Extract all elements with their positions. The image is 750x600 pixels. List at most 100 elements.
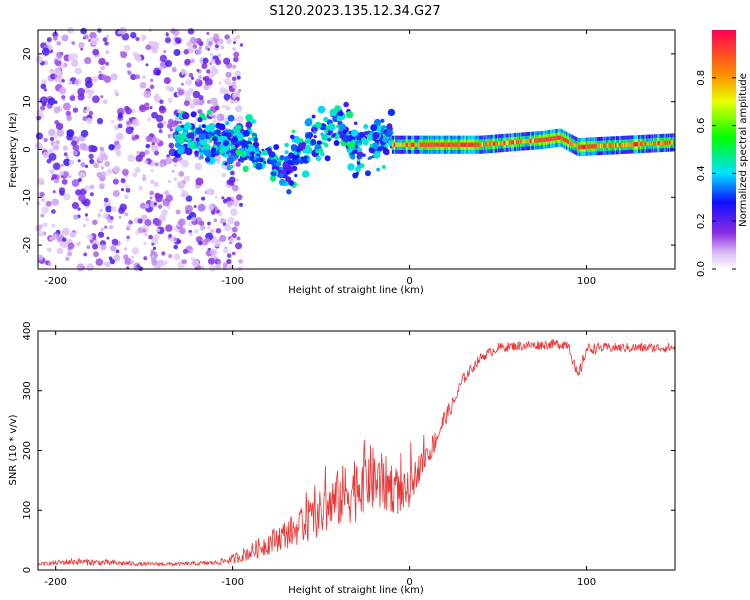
spectrogram-cell xyxy=(156,228,161,233)
spectrogram-cell xyxy=(213,218,218,223)
spectrogram-cell xyxy=(350,129,359,137)
spectrogram-band xyxy=(547,137,550,142)
spectrogram-cell xyxy=(235,149,242,156)
spectrogram-cell xyxy=(201,124,206,129)
spectrogram-cell xyxy=(41,198,46,202)
spectrogram-cell xyxy=(80,162,86,168)
spectrogram-cell xyxy=(87,93,93,99)
spectrogram-cell xyxy=(223,93,231,101)
spectrogram-cell xyxy=(187,28,195,35)
spectrogram-cell xyxy=(139,202,147,209)
spectrogram-cell xyxy=(154,219,162,227)
spectrogram-band xyxy=(431,142,433,147)
spectrogram-band xyxy=(475,142,477,147)
spectrogram-band xyxy=(449,142,451,147)
spectrogram-cell xyxy=(111,238,119,246)
spectrogram-cell xyxy=(51,223,56,228)
spectrogram-cell xyxy=(159,105,165,112)
spectrogram-band xyxy=(663,140,665,146)
spectrogram-band xyxy=(608,143,610,148)
spectrogram-cell xyxy=(206,99,211,104)
spectrogram-band xyxy=(649,141,652,146)
spectrogram-cell xyxy=(92,243,99,250)
spectrogram-cell xyxy=(135,230,140,235)
snr-y-axis: 0 100 200 300 400 xyxy=(22,321,675,573)
spectrogram-cell xyxy=(332,133,337,137)
y-tick-label: -10 xyxy=(22,189,33,205)
spectrogram-band xyxy=(624,142,626,147)
spectrogram-band xyxy=(400,142,402,147)
spectrogram-band xyxy=(398,142,400,147)
spectrogram-cell xyxy=(347,163,355,171)
spectrogram-cell xyxy=(110,73,118,81)
spectrogram-cell xyxy=(188,222,193,227)
spectrogram-cell xyxy=(292,135,301,144)
spectrogram-cell xyxy=(48,153,57,161)
spectrogram-cell xyxy=(324,155,331,162)
spectrogram-band xyxy=(480,142,482,147)
colorbar-tick-label: 0.8 xyxy=(696,70,707,86)
spectrogram-cell xyxy=(130,32,137,39)
spectrogram-cell xyxy=(338,123,347,132)
spectrogram-cell xyxy=(165,194,173,202)
spectrogram-cell xyxy=(198,46,203,50)
spectrogram-cell xyxy=(35,56,43,64)
spectrogram-cell xyxy=(144,232,149,237)
spectrogram-band xyxy=(592,144,594,149)
spectrogram-x-label: Height of straight line (km) xyxy=(288,285,424,296)
spectrogram-cell xyxy=(83,34,89,40)
spectrogram-cell xyxy=(151,259,158,266)
spectrogram-band xyxy=(616,143,619,148)
spectrogram-cell xyxy=(38,230,45,237)
spectrogram-cell xyxy=(126,62,132,68)
spectrogram-cell xyxy=(124,194,129,200)
spectrogram-cell xyxy=(62,237,67,242)
spectrogram-cell xyxy=(92,95,100,104)
spectrogram-cell xyxy=(219,234,227,243)
spectrogram-cell xyxy=(227,216,235,225)
spectrogram-cell xyxy=(198,132,206,140)
spectrogram-cell xyxy=(198,240,203,246)
spectrogram-band xyxy=(468,142,470,147)
spectrogram-band xyxy=(576,144,578,149)
spectrogram-cell xyxy=(100,95,104,99)
spectrogram-band xyxy=(483,142,485,147)
spectrogram-cell xyxy=(180,68,186,74)
spectrogram-cell xyxy=(325,125,330,130)
spectrogram-cell xyxy=(84,56,92,65)
spectrogram-cell xyxy=(35,132,44,140)
spectrogram-cell xyxy=(40,105,46,111)
spectrogram-cell xyxy=(97,156,103,162)
spectrogram-cell xyxy=(158,214,167,222)
spectrogram-cell xyxy=(216,113,225,122)
spectrogram-cell xyxy=(123,254,129,260)
spectrogram-cell xyxy=(100,244,107,251)
spectrogram-cell xyxy=(127,154,135,162)
spectrogram-band xyxy=(589,144,591,149)
spectrogram-cell xyxy=(66,115,72,121)
spectrogram-cell xyxy=(275,160,282,167)
spectrogram-cell xyxy=(369,144,373,148)
x-tick-label: -100 xyxy=(221,577,244,588)
spectrogram-band xyxy=(621,142,623,148)
y-tick-label: 20 xyxy=(22,48,33,61)
spectrogram-band xyxy=(665,140,667,145)
spectrogram-cell xyxy=(215,228,222,234)
spectrogram-cell xyxy=(56,129,65,137)
snr-background xyxy=(38,331,675,570)
spectrogram-cell xyxy=(118,26,127,35)
spectrogram-cell xyxy=(233,56,239,63)
spectrogram-cell xyxy=(135,150,141,155)
spectrogram-cell xyxy=(125,187,131,193)
spectrogram-band xyxy=(408,142,411,147)
y-tick-label: 300 xyxy=(22,381,33,400)
spectrogram-band xyxy=(494,141,497,146)
spectrogram-cell xyxy=(68,175,72,179)
spectrogram-cell xyxy=(132,51,138,57)
spectrogram-cell xyxy=(353,121,358,126)
spectrogram-cell xyxy=(100,171,107,178)
spectrogram-cell xyxy=(221,173,226,178)
spectrogram-cell xyxy=(359,152,364,157)
spectrogram-band xyxy=(521,139,523,144)
spectrogram-cell xyxy=(143,241,147,246)
